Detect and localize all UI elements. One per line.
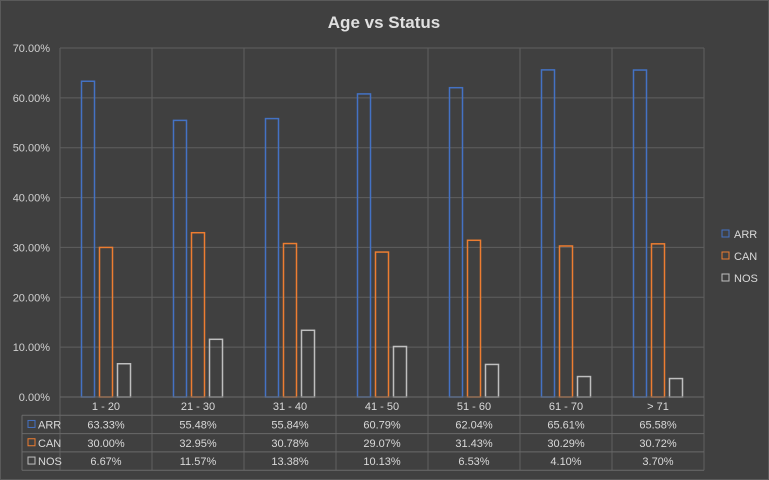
table-value: 32.95% <box>179 438 217 450</box>
bar-can <box>374 251 390 398</box>
table-value: 13.38% <box>271 456 309 468</box>
table-series-key <box>27 456 36 465</box>
x-category-label: 1 - 20 <box>92 401 120 413</box>
table-value: 65.58% <box>639 419 677 431</box>
bar-can <box>558 245 574 398</box>
bar-nos <box>576 375 592 398</box>
y-tick-label: 40.00% <box>13 193 51 205</box>
table-series-name: NOS <box>38 456 62 468</box>
table-value: 31.43% <box>455 438 493 450</box>
y-tick-label: 70.00% <box>13 43 51 55</box>
legend-key <box>721 273 730 282</box>
y-axis-tick-labels: 0.00% 10.00% 20.00% 30.00% 40.00% 50.00% 60.00… <box>13 43 51 404</box>
y-tick-label: 50.00% <box>13 143 51 155</box>
table-value: 55.48% <box>179 419 217 431</box>
x-category-label: 61 - 70 <box>549 401 583 413</box>
table-value: 30.78% <box>271 438 309 450</box>
y-tick-label: 30.00% <box>13 242 51 254</box>
data-table: 1 - 20 21 - 30 31 - 40 41 - 50 51 - 60 61 - 7… <box>21 396 704 471</box>
legend-key <box>721 229 730 238</box>
table-value: 29.07% <box>363 438 401 450</box>
legend-key <box>721 251 730 260</box>
gridlines <box>59 47 705 471</box>
table-series-key <box>27 419 36 428</box>
chart-title: Age vs Status <box>328 13 440 32</box>
table-value: 30.00% <box>87 438 125 450</box>
bar-nos <box>668 377 684 398</box>
bar-can <box>466 239 482 398</box>
table-value: 30.29% <box>547 438 585 450</box>
table-value: 6.67% <box>90 456 121 468</box>
y-tick-label: 10.00% <box>13 342 51 354</box>
table-value: 60.79% <box>363 419 401 431</box>
table-value: 6.53% <box>458 456 489 468</box>
x-category-label: 41 - 50 <box>365 401 399 413</box>
y-tick-label: 0.00% <box>19 392 50 404</box>
table-value: 10.13% <box>363 456 401 468</box>
table-series-name: CAN <box>38 438 61 450</box>
table-value: 55.84% <box>271 419 309 431</box>
bar-arr <box>448 86 464 398</box>
table-value: 65.61% <box>547 419 585 431</box>
legend-label: CAN <box>734 251 757 263</box>
bar-arr <box>356 93 372 398</box>
bar-arr <box>264 117 280 398</box>
table-series-key <box>27 438 36 447</box>
bar-arr <box>540 69 556 398</box>
legend-label: ARR <box>734 229 757 241</box>
bar-can <box>98 246 114 398</box>
bar-nos <box>208 338 224 398</box>
bar-can <box>650 243 666 398</box>
y-tick-label: 60.00% <box>13 93 51 105</box>
bar-can <box>282 242 298 398</box>
table-value: 30.72% <box>639 438 677 450</box>
x-category-label: 31 - 40 <box>273 401 307 413</box>
bar-nos <box>300 329 316 398</box>
y-tick-label: 20.00% <box>13 292 51 304</box>
table-value: 3.70% <box>642 456 673 468</box>
bar-arr <box>632 69 648 398</box>
x-category-label: 51 - 60 <box>457 401 491 413</box>
bars <box>80 69 684 398</box>
bar-can <box>190 231 206 398</box>
table-series-name: ARR <box>38 419 61 431</box>
bar-nos <box>392 345 408 398</box>
legend-label: NOS <box>734 273 758 285</box>
table-value: 11.57% <box>180 456 217 468</box>
table-value: 4.10% <box>550 456 581 468</box>
bar-arr <box>80 80 96 398</box>
x-category-label: > 71 <box>647 401 669 413</box>
bar-nos <box>484 363 500 398</box>
table-value: 62.04% <box>455 419 493 431</box>
legend: ARR CAN NOS <box>721 229 758 285</box>
x-category-label: 21 - 30 <box>181 401 215 413</box>
bar-nos <box>116 362 132 398</box>
bar-arr <box>172 119 188 398</box>
table-value: 63.33% <box>87 419 125 431</box>
